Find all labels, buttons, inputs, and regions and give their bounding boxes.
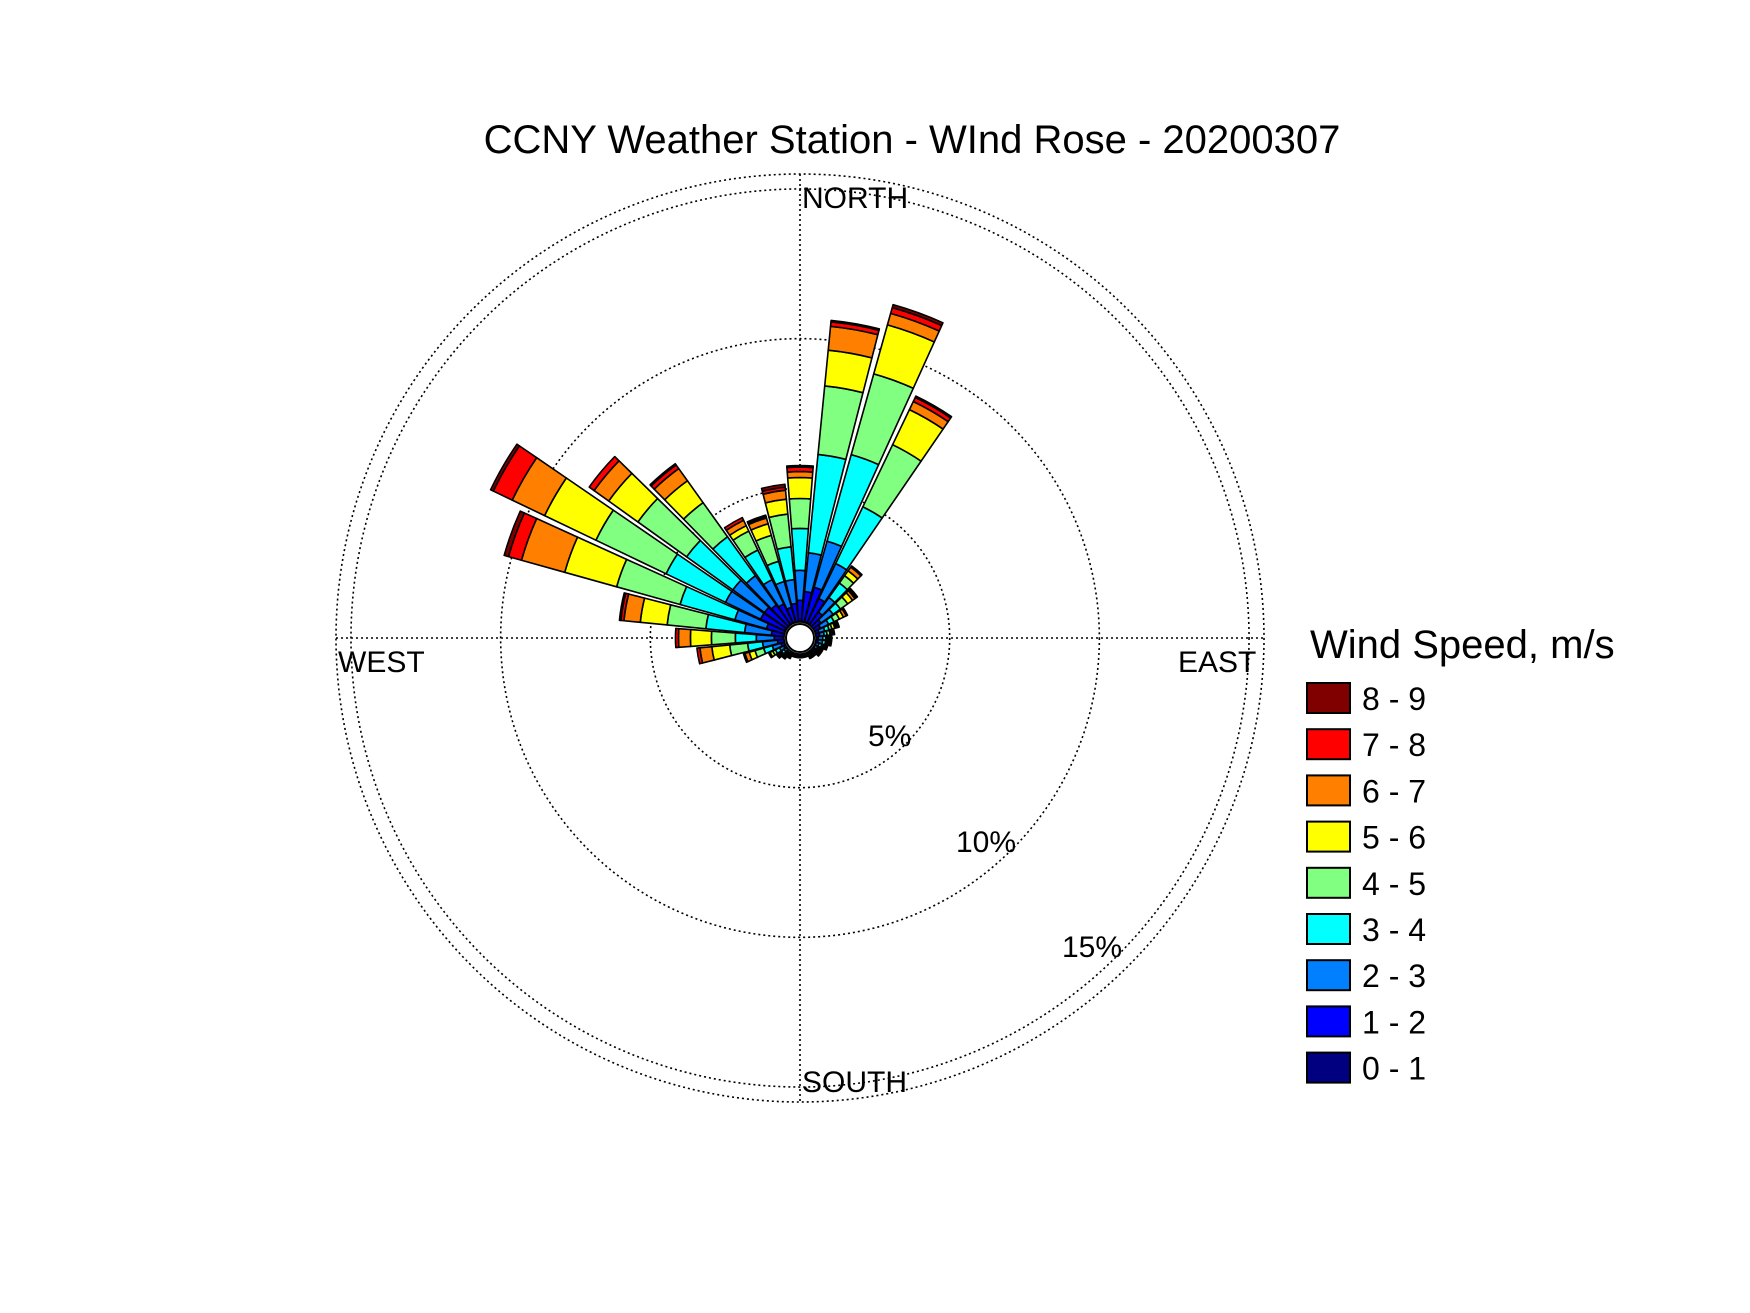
rose-segment-280deg-bin-8 bbox=[618, 592, 627, 622]
rose-segment-250deg-bin-7 bbox=[742, 652, 749, 664]
rose-segment-80deg-bin-7 bbox=[831, 628, 836, 636]
grid-ring-10 bbox=[499, 337, 1101, 939]
chart-title: CCNY Weather Station - WInd Rose - 20200… bbox=[484, 118, 1341, 162]
rose-segment-90deg-bin-7 bbox=[829, 634, 833, 642]
rose-segment-270deg-bin-6 bbox=[677, 627, 692, 649]
legend-swatch-3 bbox=[1306, 820, 1351, 853]
legend-label-8: 0 - 1 bbox=[1362, 1051, 1426, 1087]
rose-segment-20deg-bin-8 bbox=[891, 303, 944, 327]
rose-segment-100deg-bin-7 bbox=[828, 640, 833, 647]
rose-segment-150deg-bin-8 bbox=[808, 654, 814, 660]
rose-segment-60deg-bin-7 bbox=[841, 607, 849, 617]
legend-swatch-8 bbox=[1306, 1051, 1351, 1084]
rose-segment-350deg-bin-8 bbox=[760, 483, 787, 493]
rose-segment-280deg-bin-5 bbox=[639, 597, 672, 626]
ring-label-5: 5% bbox=[868, 720, 911, 753]
legend-label-6: 2 - 3 bbox=[1362, 958, 1426, 994]
legend-label-1: 7 - 8 bbox=[1362, 727, 1426, 763]
rose-segment-10deg-bin-8 bbox=[830, 319, 881, 332]
east-label: EAST bbox=[1178, 646, 1256, 679]
rose-segment-340deg-bin-8 bbox=[746, 514, 767, 525]
legend-swatch-6 bbox=[1306, 959, 1351, 992]
legend-label-4: 4 - 5 bbox=[1362, 866, 1426, 902]
rose-segment-30deg-bin-8 bbox=[914, 395, 953, 419]
legend-label-3: 5 - 6 bbox=[1362, 820, 1426, 856]
rose-segment-320deg-bin-8 bbox=[649, 462, 677, 487]
legend-title: Wind Speed, m/s bbox=[1310, 623, 1615, 667]
rose-segment-130deg-bin-8 bbox=[816, 651, 822, 657]
rose-segment-0deg-bin-8 bbox=[785, 464, 815, 469]
rose-segment-110deg-bin-7 bbox=[824, 644, 829, 651]
legend-swatch-1 bbox=[1306, 728, 1351, 761]
rose-segment-260deg-bin-5 bbox=[711, 644, 733, 661]
rose-segment-0deg-bin-3 bbox=[790, 527, 810, 572]
center-hub bbox=[785, 623, 815, 653]
legend-swatch-0 bbox=[1306, 682, 1351, 714]
rose-segment-70deg-bin-8 bbox=[834, 620, 841, 629]
legend-swatch-5 bbox=[1306, 913, 1351, 945]
ring-label-15: 15% bbox=[1062, 931, 1122, 964]
legend-swatch-2 bbox=[1306, 774, 1351, 807]
legend: 8 - 9 7 - 8 6 - 7 5 - 6 4 - 5 3 - 4 2 - 3 1 - 2… bbox=[1306, 681, 1426, 1087]
polar-grid bbox=[335, 173, 1265, 1103]
rose-segment-270deg-bin-7 bbox=[674, 627, 680, 649]
rose-segment-260deg-bin-7 bbox=[696, 647, 704, 665]
west-label: WEST bbox=[338, 646, 425, 679]
rose-segment-300deg-bin-8 bbox=[489, 443, 521, 492]
rose-segment-0deg-bin-4 bbox=[788, 497, 812, 530]
wind-rose-bars bbox=[489, 303, 953, 665]
rose-segment-270deg-bin-3 bbox=[734, 632, 758, 644]
rose-segment-40deg-bin-7 bbox=[849, 565, 863, 577]
rose-segment-270deg-bin-5 bbox=[689, 628, 713, 648]
rose-segment-50deg-bin-8 bbox=[848, 587, 859, 599]
legend-swatch-4 bbox=[1306, 866, 1351, 899]
grid-ring-15 bbox=[350, 188, 1250, 1088]
legend-label-7: 1 - 2 bbox=[1362, 1004, 1426, 1040]
legend-swatch-7 bbox=[1306, 1005, 1351, 1038]
rose-segment-270deg-bin-4 bbox=[710, 630, 737, 646]
rose-segment-0deg-bin-5 bbox=[786, 476, 814, 500]
rose-segment-330deg-bin-7 bbox=[723, 516, 745, 532]
south-label: SOUTH bbox=[802, 1066, 907, 1099]
ring-label-10: 10% bbox=[956, 826, 1016, 859]
legend-label-2: 6 - 7 bbox=[1362, 773, 1426, 809]
legend-label-0: 8 - 9 bbox=[1362, 681, 1426, 717]
legend-label-5: 3 - 4 bbox=[1362, 912, 1426, 948]
rose-segment-290deg-bin-8 bbox=[503, 510, 526, 558]
north-label: NORTH bbox=[802, 182, 908, 215]
rose-segment-310deg-bin-7 bbox=[588, 455, 620, 492]
